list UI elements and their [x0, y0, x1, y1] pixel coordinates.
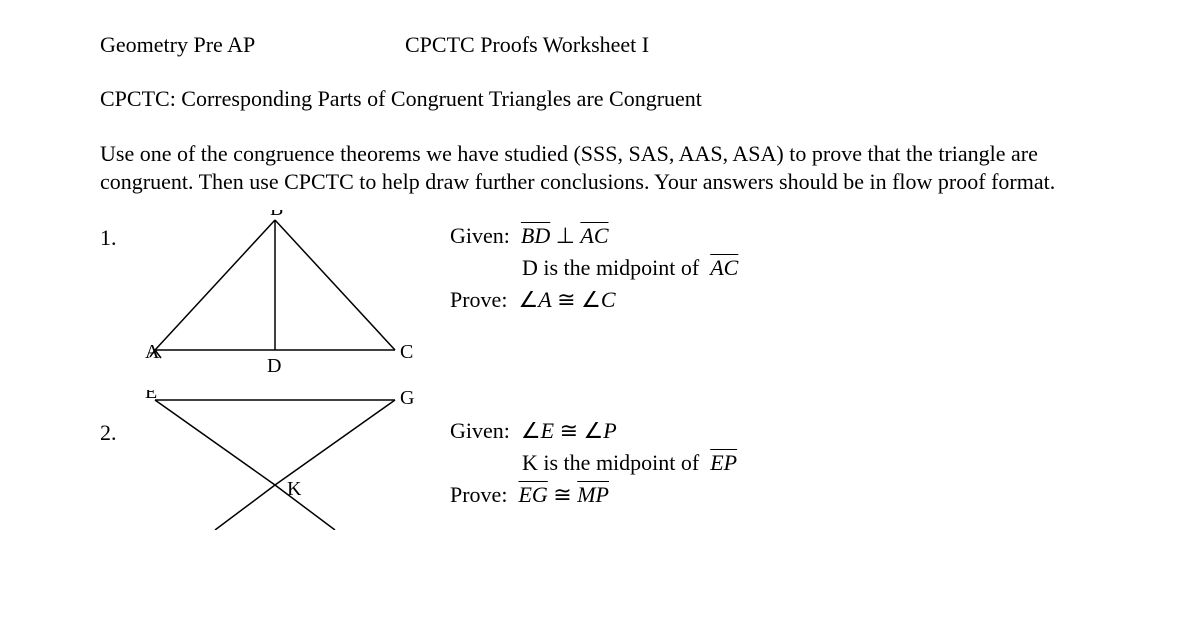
- problem2-given-line1: Given: ∠E ≅ ∠P: [450, 415, 737, 447]
- problems-container: 1. A B C D Given: BD ⊥ AC D is the midpo…: [100, 220, 1100, 530]
- angle-symbol-2: ∠: [581, 287, 601, 312]
- vertex-d: D: [267, 355, 281, 377]
- congruent-symbol-3: ≅: [548, 482, 577, 507]
- angle-symbol-3: ∠: [521, 418, 541, 443]
- segment-ac-2: AC: [710, 255, 738, 280]
- worksheet-title: CPCTC Proofs Worksheet I: [405, 32, 649, 58]
- problem1-given-line1: Given: BD ⊥ AC: [450, 220, 738, 252]
- cpctc-definition: CPCTC: Corresponding Parts of Congruent …: [100, 86, 1100, 112]
- vertex-b: B: [270, 210, 283, 220]
- midpoint-text-2: K is the midpoint of: [522, 450, 705, 475]
- problem2-statements: Given: ∠E ≅ ∠P K is the midpoint of EP P…: [450, 415, 737, 511]
- prove-label: Prove:: [450, 287, 507, 312]
- midpoint-text: D is the midpoint of: [522, 255, 705, 280]
- segment-ep: EP: [710, 450, 737, 475]
- problem2-prove: Prove: EG ≅ MP: [450, 479, 737, 511]
- triangle-diagram-1: A B C D: [145, 210, 425, 390]
- instructions-text: Use one of the congruence theorems we ha…: [100, 140, 1100, 195]
- angle-symbol: ∠: [518, 287, 538, 312]
- header-row: Geometry Pre AP CPCTC Proofs Worksheet I: [100, 32, 1100, 58]
- segment-eg: EG: [518, 482, 547, 507]
- segment-ac: AC: [580, 223, 608, 248]
- angle-e: E: [541, 418, 554, 443]
- prove-label-2: Prove:: [450, 482, 507, 507]
- congruent-symbol-2: ≅: [554, 418, 583, 443]
- vertex-g: G: [400, 390, 414, 409]
- triangle-diagram-2: E G K: [145, 390, 425, 535]
- segment-bd: BD: [521, 223, 550, 248]
- vertex-e: E: [145, 390, 157, 403]
- angle-symbol-4: ∠: [584, 418, 604, 443]
- course-name: Geometry Pre AP: [100, 32, 405, 58]
- problem2-given-line2: K is the midpoint of EP: [522, 447, 737, 479]
- problem1-statements: Given: BD ⊥ AC D is the midpoint of AC P…: [450, 220, 738, 316]
- problem1-given-line2: D is the midpoint of AC: [522, 252, 738, 284]
- segment-mp: MP: [577, 482, 609, 507]
- vertex-c: C: [400, 341, 413, 363]
- angle-p: P: [603, 418, 616, 443]
- perp-symbol: ⊥: [550, 223, 580, 248]
- angle-c: C: [601, 287, 616, 312]
- given-label: Given:: [450, 223, 510, 248]
- problem-number-1: 1.: [100, 225, 117, 251]
- vertex-k: K: [287, 478, 302, 500]
- problem-number-2: 2.: [100, 420, 117, 446]
- angle-a: A: [538, 287, 551, 312]
- problem1-prove: Prove: ∠A ≅ ∠C: [450, 284, 738, 316]
- vertex-a: A: [145, 341, 160, 363]
- congruent-symbol: ≅: [552, 287, 581, 312]
- given-label-2: Given:: [450, 418, 510, 443]
